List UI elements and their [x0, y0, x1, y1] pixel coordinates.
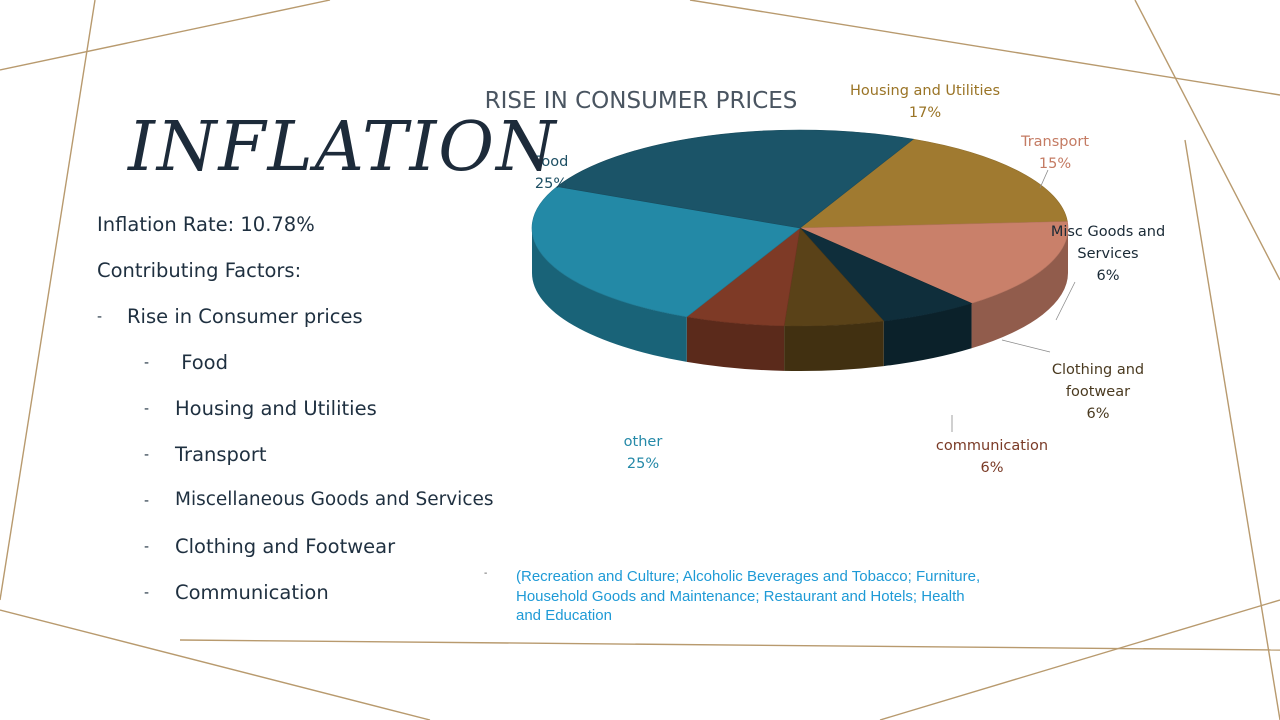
- bullet-text: Clothing and Footwear: [175, 535, 396, 558]
- bullet-dash: -: [144, 539, 150, 555]
- bullet-text: Miscellaneous Goods and Services: [175, 489, 494, 510]
- pie-slice-food: [556, 129, 914, 229]
- other-category-note: (Recreation and Culture; Alcoholic Bever…: [516, 568, 981, 624]
- slice-percent: 6%: [1096, 268, 1119, 284]
- slice-label: Misc Goods and Services 6%: [1051, 224, 1165, 284]
- deco-line: [0, 0, 331, 71]
- slice-percent: 6%: [1086, 406, 1109, 422]
- bullet-text: Contributing Factors:: [97, 259, 302, 282]
- slice-percent: 25%: [627, 456, 659, 472]
- slice-label: Housing and Utilities 17%: [850, 83, 1000, 121]
- deco-line: [879, 599, 1280, 720]
- deco-line: [179, 639, 1280, 651]
- note-dash: -: [484, 568, 488, 579]
- pie-labels: Housing and Utilities 17% Transport 15% Misc…: [534, 83, 1166, 476]
- slice-percent: 17%: [909, 105, 941, 121]
- bullet-text: Inflation Rate: 10.78%: [97, 213, 315, 236]
- bullet-dash: -: [144, 493, 150, 509]
- bullet-text: Rise in Consumer prices: [127, 305, 363, 328]
- slice-percent: 15%: [1039, 156, 1071, 172]
- deco-line: [1134, 0, 1280, 281]
- pie-leaders: [951, 169, 1076, 432]
- pie-slice-housing-and-utilities: [799, 138, 1068, 229]
- pie-slice-side: [686, 316, 785, 371]
- bullet-dash: -: [144, 355, 150, 371]
- bullet-dash: -: [97, 309, 103, 325]
- slice-label: communication 6%: [936, 438, 1048, 476]
- slide-title: INFLATION: [128, 108, 558, 187]
- slice-percent: 25%: [535, 176, 567, 192]
- slice-label: Clothing and footwear 6%: [1052, 362, 1144, 422]
- slice-percent: 6%: [980, 460, 1003, 476]
- bullet-text: Communication: [175, 581, 329, 604]
- deco-line: [689, 0, 1280, 96]
- pie-slice-side: [532, 228, 687, 362]
- leader-line: [1055, 281, 1076, 321]
- pie-tops: [531, 129, 1069, 327]
- bullet-item: Contributing Factors:: [97, 259, 301, 282]
- pie-slice-side: [883, 303, 972, 367]
- pie-slice-transport: [799, 221, 1069, 304]
- bullet-item: Inflation Rate: 10.78%: [97, 213, 315, 236]
- leader-line: [1039, 169, 1049, 189]
- pie-slice-other: [531, 186, 801, 318]
- pie-slice-side: [784, 321, 884, 371]
- deco-line: [1184, 139, 1280, 720]
- slice-label: Transport 15%: [1020, 134, 1089, 172]
- bullet-text: Transport: [175, 443, 267, 466]
- leader-line: [1001, 339, 1051, 353]
- bullet-dash: -: [144, 401, 150, 417]
- bullet-text: Food: [175, 351, 228, 374]
- slice-label: Food 25%: [534, 154, 569, 192]
- deco-line: [0, 609, 431, 720]
- deco-line: [0, 0, 96, 601]
- chart-title: RISE IN CONSUMER PRICES: [485, 88, 798, 114]
- pie-sides: [532, 228, 1068, 371]
- bullet-dash: -: [144, 447, 150, 463]
- slice-label: other 25%: [624, 434, 663, 472]
- bullet-text: Housing and Utilities: [175, 397, 377, 420]
- bullet-dash: -: [144, 585, 150, 601]
- pie-slice-side: [971, 228, 1068, 349]
